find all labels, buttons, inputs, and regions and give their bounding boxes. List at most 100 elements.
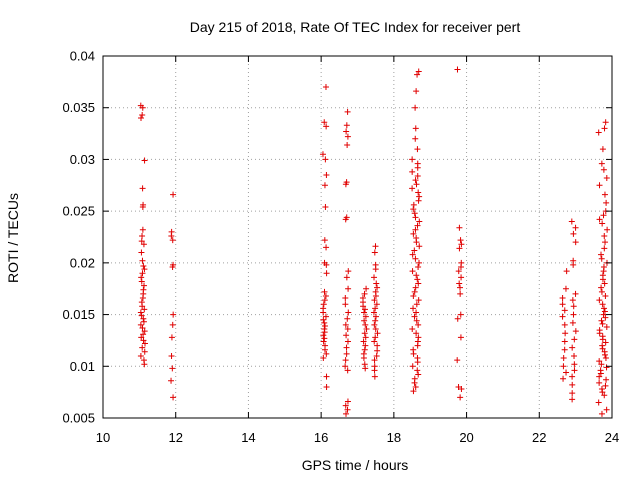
data-point: [344, 338, 351, 345]
data-point: [456, 280, 463, 287]
data-point: [457, 237, 464, 244]
data-point: [140, 331, 147, 338]
data-point: [456, 245, 463, 252]
data-point: [571, 352, 578, 359]
data-point: [320, 332, 327, 339]
data-point: [372, 313, 379, 320]
data-point: [457, 311, 464, 318]
data-point: [415, 371, 422, 378]
data-point: [414, 359, 421, 366]
data-point: [343, 410, 350, 417]
data-point: [320, 301, 327, 308]
data-point: [371, 274, 378, 281]
data-point: [603, 323, 610, 330]
data-point: [321, 319, 328, 326]
data-point: [139, 295, 146, 302]
data-point: [345, 285, 352, 292]
data-point: [169, 321, 176, 328]
data-point: [599, 345, 606, 352]
data-point: [323, 244, 330, 251]
data-point: [413, 239, 420, 246]
data-point: [139, 344, 146, 351]
x-tick-label: 14: [241, 430, 255, 445]
data-point: [345, 309, 352, 316]
data-point: [412, 383, 419, 390]
data-point: [596, 216, 603, 223]
data-point: [601, 308, 608, 315]
data-point: [342, 216, 349, 223]
data-point: [411, 379, 418, 386]
data-point: [561, 338, 568, 345]
data-point: [601, 392, 608, 399]
data-point: [344, 406, 351, 413]
data-point: [599, 276, 606, 283]
data-point: [601, 280, 608, 287]
y-tick-label: 0.005: [62, 411, 95, 426]
data-point: [570, 230, 577, 237]
data-point: [343, 274, 350, 281]
data-point: [596, 182, 603, 189]
data-point: [601, 305, 608, 312]
data-point: [599, 336, 606, 343]
data-point: [569, 390, 576, 397]
data-point: [361, 290, 368, 297]
data-point: [413, 317, 420, 324]
data-point: [598, 284, 605, 291]
data-point: [363, 326, 370, 333]
data-point: [457, 263, 464, 270]
data-point: [323, 270, 330, 277]
data-point: [562, 330, 569, 337]
data-point: [410, 350, 417, 357]
data-point: [361, 330, 368, 337]
data-point: [168, 232, 175, 239]
data-point: [410, 230, 417, 237]
data-point: [169, 263, 176, 270]
data-point: [559, 295, 566, 302]
data-point: [321, 119, 328, 126]
data-point: [322, 292, 329, 299]
data-point: [139, 303, 146, 310]
data-point: [169, 365, 176, 372]
data-point: [596, 373, 603, 380]
data-point: [140, 315, 147, 322]
data-point: [322, 84, 329, 91]
data-point: [597, 370, 604, 377]
data-point: [139, 185, 146, 192]
data-point: [412, 125, 419, 132]
data-point: [603, 364, 610, 371]
data-point: [412, 226, 419, 233]
data-point: [416, 193, 423, 200]
data-point: [138, 334, 145, 341]
data-point: [374, 347, 381, 354]
data-point: [372, 317, 379, 324]
data-point: [374, 284, 381, 291]
data-point: [139, 104, 146, 111]
data-point: [596, 379, 603, 386]
data-point: [411, 247, 418, 254]
data-point: [138, 278, 145, 285]
data-point: [561, 346, 568, 353]
y-tick-label: 0.04: [70, 49, 95, 64]
data-point: [370, 309, 377, 316]
data-point: [602, 382, 609, 389]
data-point: [569, 396, 576, 403]
data-point: [596, 330, 603, 337]
data-point: [454, 357, 461, 364]
data-point: [601, 351, 608, 358]
data-point: [170, 191, 177, 198]
data-point: [571, 367, 578, 374]
data-point: [140, 262, 147, 269]
data-point: [323, 383, 330, 390]
data-point: [371, 338, 378, 345]
data-point: [602, 239, 609, 246]
data-point: [139, 226, 146, 233]
data-point: [601, 245, 608, 252]
data-point: [411, 210, 418, 217]
data-point: [319, 151, 326, 158]
data-point: [321, 335, 328, 342]
data-point: [140, 337, 147, 344]
data-point: [371, 321, 378, 328]
data-point: [561, 307, 568, 314]
data-point: [363, 285, 370, 292]
